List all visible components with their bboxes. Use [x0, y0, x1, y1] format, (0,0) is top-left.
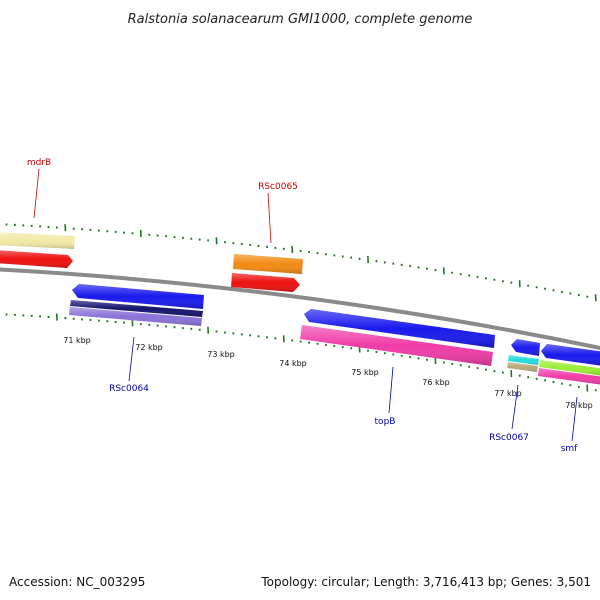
- map-title: Ralstonia solanacearum GMI1000, complete…: [128, 12, 473, 27]
- gene-label-topB[interactable]: topB: [375, 417, 396, 427]
- callout-line-smf: [571, 396, 578, 442]
- genome-summary-text: Topology: circular; Length: 3,716,413 bp…: [260, 575, 591, 589]
- tick-label-71: 71 kbp: [63, 336, 91, 345]
- gene-label-RSc0064[interactable]: RSc0064: [109, 384, 149, 394]
- tick-label-75: 75 kbp: [351, 368, 379, 377]
- gene-label-RSc0065[interactable]: RSc0065: [258, 182, 298, 192]
- feature-mdrB-pale[interactable]: [0, 232, 75, 249]
- tick-label-73: 73 kbp: [207, 350, 235, 359]
- gene-label-RSc0067[interactable]: RSc0067: [489, 433, 529, 443]
- gene-label-mdrB[interactable]: mdrB: [27, 158, 51, 168]
- callout-line-RSc0067: [511, 384, 519, 430]
- callout-line-topB: [388, 366, 394, 414]
- feature-mdrB-gene[interactable]: [0, 250, 73, 268]
- callout-line-RSc0065: [267, 192, 272, 244]
- gene-labels-bottom: RSc0064 topB RSc0067 smf: [109, 336, 578, 454]
- gene-label-smf[interactable]: smf: [561, 444, 578, 454]
- gene-labels-top: mdrB RSc0065: [27, 158, 298, 244]
- feature-RSc0067-gene[interactable]: [511, 339, 540, 356]
- callout-line-RSc0064: [128, 336, 135, 382]
- tick-label-78: 78 kbp: [565, 401, 593, 410]
- tick-label-72: 72 kbp: [135, 343, 163, 352]
- callout-line-mdrB: [33, 168, 40, 219]
- scale-labels: 71 kbp 72 kbp 73 kbp 74 kbp 75 kbp 76 kb…: [63, 336, 593, 410]
- tick-label-74: 74 kbp: [279, 359, 307, 368]
- tick-label-77: 77 kbp: [494, 389, 522, 398]
- tick-label-76: 76 kbp: [422, 378, 450, 387]
- accession-text: Accession: NC_003295: [9, 575, 145, 589]
- genome-backbone: [0, 267, 600, 350]
- feature-RSc0065-orange[interactable]: [233, 254, 303, 274]
